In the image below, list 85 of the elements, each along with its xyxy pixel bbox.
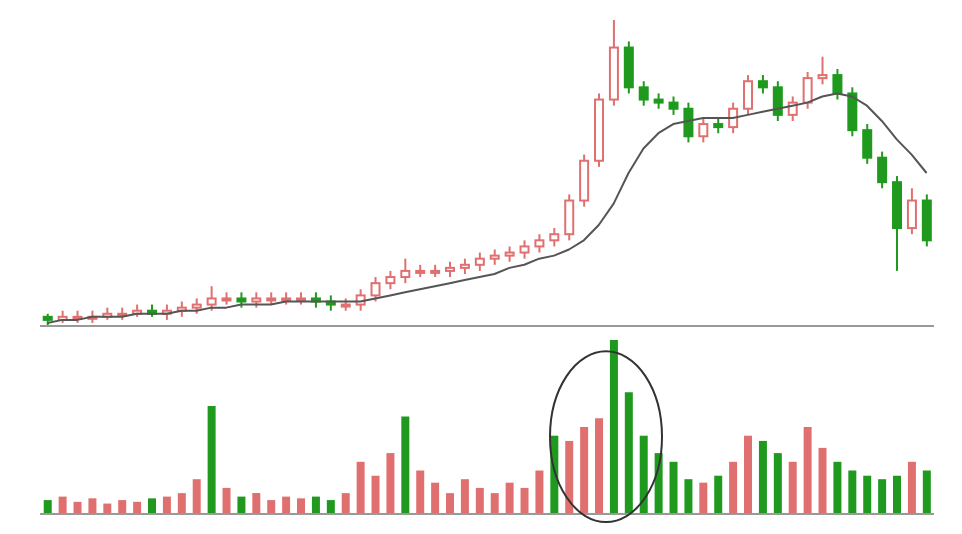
bar [863, 475, 872, 514]
bar [669, 461, 678, 514]
bar [788, 461, 797, 514]
bar [282, 496, 291, 514]
bar [609, 340, 618, 514]
candlestick [400, 257, 411, 285]
candlestick [832, 67, 843, 101]
candlestick [638, 80, 649, 107]
bar [535, 470, 544, 514]
candlestick [802, 71, 813, 110]
candlestick [892, 175, 903, 272]
candlestick [474, 251, 485, 272]
bar [595, 418, 604, 514]
bar [267, 500, 276, 514]
bar [162, 496, 171, 514]
bar [490, 493, 499, 514]
bar [729, 461, 738, 514]
bar [43, 500, 52, 514]
candlestick [206, 285, 217, 312]
bar [758, 440, 767, 514]
candlestick [683, 101, 694, 144]
bar [222, 487, 231, 514]
bar [73, 501, 82, 514]
bar [922, 470, 931, 514]
bar [252, 493, 261, 514]
bar [326, 500, 335, 514]
bar [684, 479, 693, 514]
candlestick [906, 187, 917, 236]
bar [446, 493, 455, 514]
candlestick [534, 233, 545, 254]
candlestick [519, 239, 530, 260]
candlestick [772, 80, 783, 122]
candlestick [921, 193, 932, 248]
candlestick [743, 74, 754, 116]
candlestick [623, 40, 634, 95]
bar [803, 427, 812, 514]
bar [878, 479, 887, 514]
bar [177, 493, 186, 514]
bar [580, 427, 589, 514]
bar [893, 475, 902, 514]
bar [237, 496, 246, 514]
candlestick [549, 227, 560, 248]
bar [744, 435, 753, 514]
bar [699, 482, 708, 514]
bar [520, 487, 529, 514]
candlestick [370, 276, 381, 303]
bar [148, 498, 157, 514]
bar [88, 498, 97, 514]
bar [386, 453, 395, 514]
bar [818, 447, 827, 514]
bar [133, 501, 142, 514]
bar [460, 479, 469, 514]
bar [773, 453, 782, 514]
bar [371, 475, 380, 514]
bar [624, 392, 633, 514]
candlestick [564, 193, 575, 242]
bar [907, 461, 916, 514]
bar [639, 435, 648, 514]
bar [714, 475, 723, 514]
candlestick [728, 101, 739, 135]
bar [297, 498, 306, 514]
candlestick [668, 95, 679, 116]
candlestick [877, 150, 888, 190]
bar [58, 496, 67, 514]
candlestick [862, 123, 873, 165]
bar [207, 406, 216, 514]
bar [311, 496, 320, 514]
candlestick [817, 55, 828, 86]
bar [401, 416, 410, 514]
bar [118, 500, 127, 514]
candlestick [757, 74, 768, 95]
candlestick [847, 86, 858, 138]
candlestick [698, 116, 709, 144]
bar [848, 470, 857, 514]
bar [431, 482, 440, 514]
bar [565, 440, 574, 514]
bar [192, 479, 201, 514]
candlestick [385, 269, 396, 291]
candlestick [579, 153, 590, 208]
bar [833, 461, 842, 514]
bar [475, 487, 484, 514]
bar [356, 461, 365, 514]
bar [416, 470, 425, 514]
bar [505, 482, 514, 514]
bar [341, 493, 350, 514]
